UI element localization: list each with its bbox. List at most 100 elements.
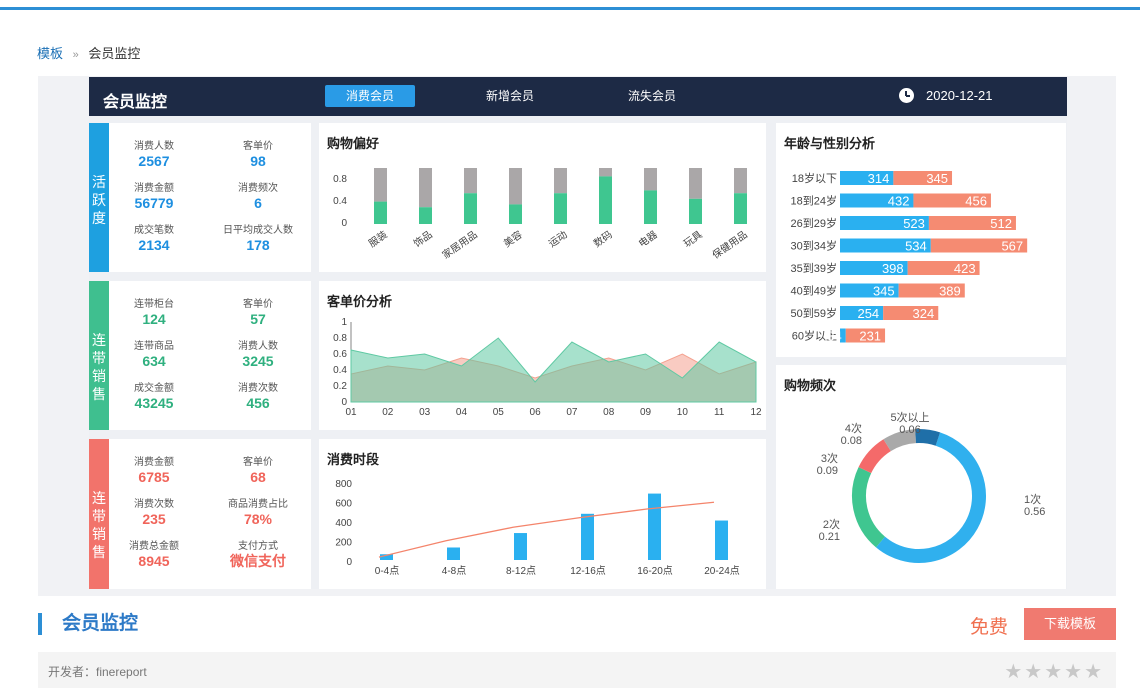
data-label: 423: [954, 261, 976, 276]
download-template-button[interactable]: 下载模板: [1024, 608, 1116, 640]
kpi-label: 日平均成交人数: [223, 225, 293, 236]
bar-rest: [419, 168, 432, 208]
x-tick-label: 11: [714, 407, 725, 418]
kpi-item: 客单价 68: [203, 453, 313, 489]
kpi-value: 98: [250, 153, 266, 169]
rating-stars[interactable]: ★★★★★: [1004, 661, 1104, 683]
kpi-label: 消费金额: [134, 457, 174, 468]
y-tick-label: 0.8: [333, 174, 347, 185]
bar-male: [840, 283, 899, 298]
bar-rest: [689, 168, 702, 199]
kpi-label: 消费人数: [134, 141, 174, 152]
bar-rest: [554, 168, 567, 194]
kpi-item: 日平均成交人数 178: [203, 221, 313, 257]
kpi-item: 连带商品 634: [99, 337, 209, 373]
dashboard-title: 会员监控: [103, 94, 168, 111]
y-tick-label: 18岁以下: [792, 171, 837, 185]
bar-value: [374, 201, 387, 224]
y-tick-label: 0.6: [333, 349, 347, 360]
kpi-item: 成交笔数 2134: [99, 221, 209, 257]
bar-female: [898, 283, 965, 298]
kpi-label: 成交笔数: [134, 225, 174, 236]
kpi-label: 消费金额: [134, 183, 174, 194]
chart-card-shopping-preference: 购物偏好 0.8 0.4 0 服装 饰品 家居用品 美容 运动 数码 电器 玩具 保健用品: [319, 123, 766, 272]
y-tick-label: 0: [346, 557, 352, 568]
data-label: 534: [905, 239, 927, 254]
data-label: 523: [903, 216, 925, 231]
y-tick-label: 35到39岁: [791, 261, 837, 275]
data-label: 398: [882, 261, 904, 276]
kpi-item: 成交金额 43245: [99, 379, 209, 415]
kpi-value: 43245: [134, 395, 174, 411]
bar-male: [840, 193, 914, 208]
slice-value: 0.06: [899, 424, 920, 436]
x-tick-label: 10: [677, 407, 689, 418]
x-tick-label: 8-12点: [506, 565, 536, 577]
kpi-item: 消费总金额 8945: [99, 537, 209, 573]
y-tick-label: 1: [341, 317, 347, 328]
y-tick-label: 800: [335, 479, 352, 490]
data-label: 314: [868, 171, 890, 186]
bar-value: [599, 176, 612, 224]
kpi-card-cross-sales-2: 连带销售 消费金额 6785 客单价 68 消费次数 235 商品消费占比 78% 消费总金额 8…: [89, 439, 311, 589]
bar-male: [840, 261, 908, 275]
x-tick-label: 02: [382, 407, 394, 418]
kpi-item: 支付方式 微信支付: [203, 537, 313, 573]
x-tick-label: 16-20点: [637, 565, 673, 577]
y-tick-label: 40到49岁: [791, 284, 837, 298]
kpi-label: 消费人数: [238, 341, 278, 352]
kpi-label: 成交金额: [134, 383, 174, 394]
bar-value: [734, 193, 747, 224]
kpi-value: 6: [254, 195, 262, 211]
chart-card-avg-price: 客单价分析 1 0.8 0.6 0.4 0.2 0 01 02 03 04 05 06 07 08 09 10…: [319, 281, 766, 430]
tab-new-members[interactable]: 新增会员: [485, 89, 534, 103]
donut-slice: [858, 439, 892, 474]
chart-card-time-period: 消费时段 800 600 400 200 0 0-4点 4-8点 8-12点 12-16点 16-…: [319, 439, 766, 589]
x-tick-label: 玩具: [681, 229, 704, 250]
y-tick-label: 0: [341, 397, 347, 408]
y-tick-label: 600: [335, 499, 352, 510]
bar-value: [648, 493, 661, 560]
bar-female: [883, 306, 939, 320]
kpi-value: 124: [142, 311, 166, 327]
data-label: 324: [913, 306, 935, 321]
data-label: 345: [873, 284, 895, 299]
donut-slice: [915, 429, 941, 446]
y-tick-label: 0.4: [333, 196, 347, 207]
kpi-value: 68: [250, 469, 266, 485]
bar-value: [644, 190, 657, 224]
kpi-item: 客单价 98: [203, 137, 313, 173]
trend-line: [378, 501, 715, 558]
data-label: 231: [859, 329, 881, 344]
template-title: 会员监控: [38, 613, 138, 635]
bar-male: [840, 216, 929, 230]
kpi-value: 456: [246, 395, 270, 411]
x-tick-label: 01: [345, 407, 357, 418]
bar-value: [380, 554, 393, 560]
kpi-label: 客单价: [243, 141, 273, 152]
kpi-value: 634: [142, 353, 166, 369]
x-tick-label: 06: [530, 407, 542, 418]
chart-card-age-gender: 年龄与性别分析 18岁以下 314 345 18到24岁 432 456 26到29岁 523…: [776, 123, 1066, 357]
y-tick-label: 0.4: [333, 365, 347, 376]
top-accent-bar: [0, 0, 1140, 10]
area-series: [350, 337, 757, 403]
kpi-label: 支付方式: [238, 541, 278, 552]
x-tick-label: 0-4点: [375, 565, 399, 577]
x-tick-label: 4-8点: [442, 565, 466, 577]
kpi-label: 消费次数: [134, 499, 174, 510]
kpi-value: 2134: [138, 237, 170, 253]
bar-female: [893, 171, 953, 185]
bar-rest: [644, 168, 657, 191]
tab-lost-members[interactable]: 流失会员: [627, 89, 676, 103]
kpi-value: 2567: [138, 153, 170, 169]
kpi-card-cross-sales: 连带销售 连带柜台 124 客单价 57 连带商品 634 消费人数 3245 成交金额 4324…: [89, 281, 311, 430]
breadcrumb-root-link[interactable]: 模板: [37, 46, 64, 61]
x-tick-label: 运动: [546, 229, 569, 250]
y-tick-label: 200: [335, 538, 352, 549]
kpi-label: 商品消费占比: [228, 499, 288, 510]
tab-consumer-members[interactable]: 消费会员: [325, 85, 415, 107]
chart-card-frequency: 购物频次 1次 0.56 2次 0.21 3次 0.09 4次 0.08 5次以上 0.06: [776, 365, 1066, 589]
y-tick-label: 0.2: [333, 381, 347, 392]
